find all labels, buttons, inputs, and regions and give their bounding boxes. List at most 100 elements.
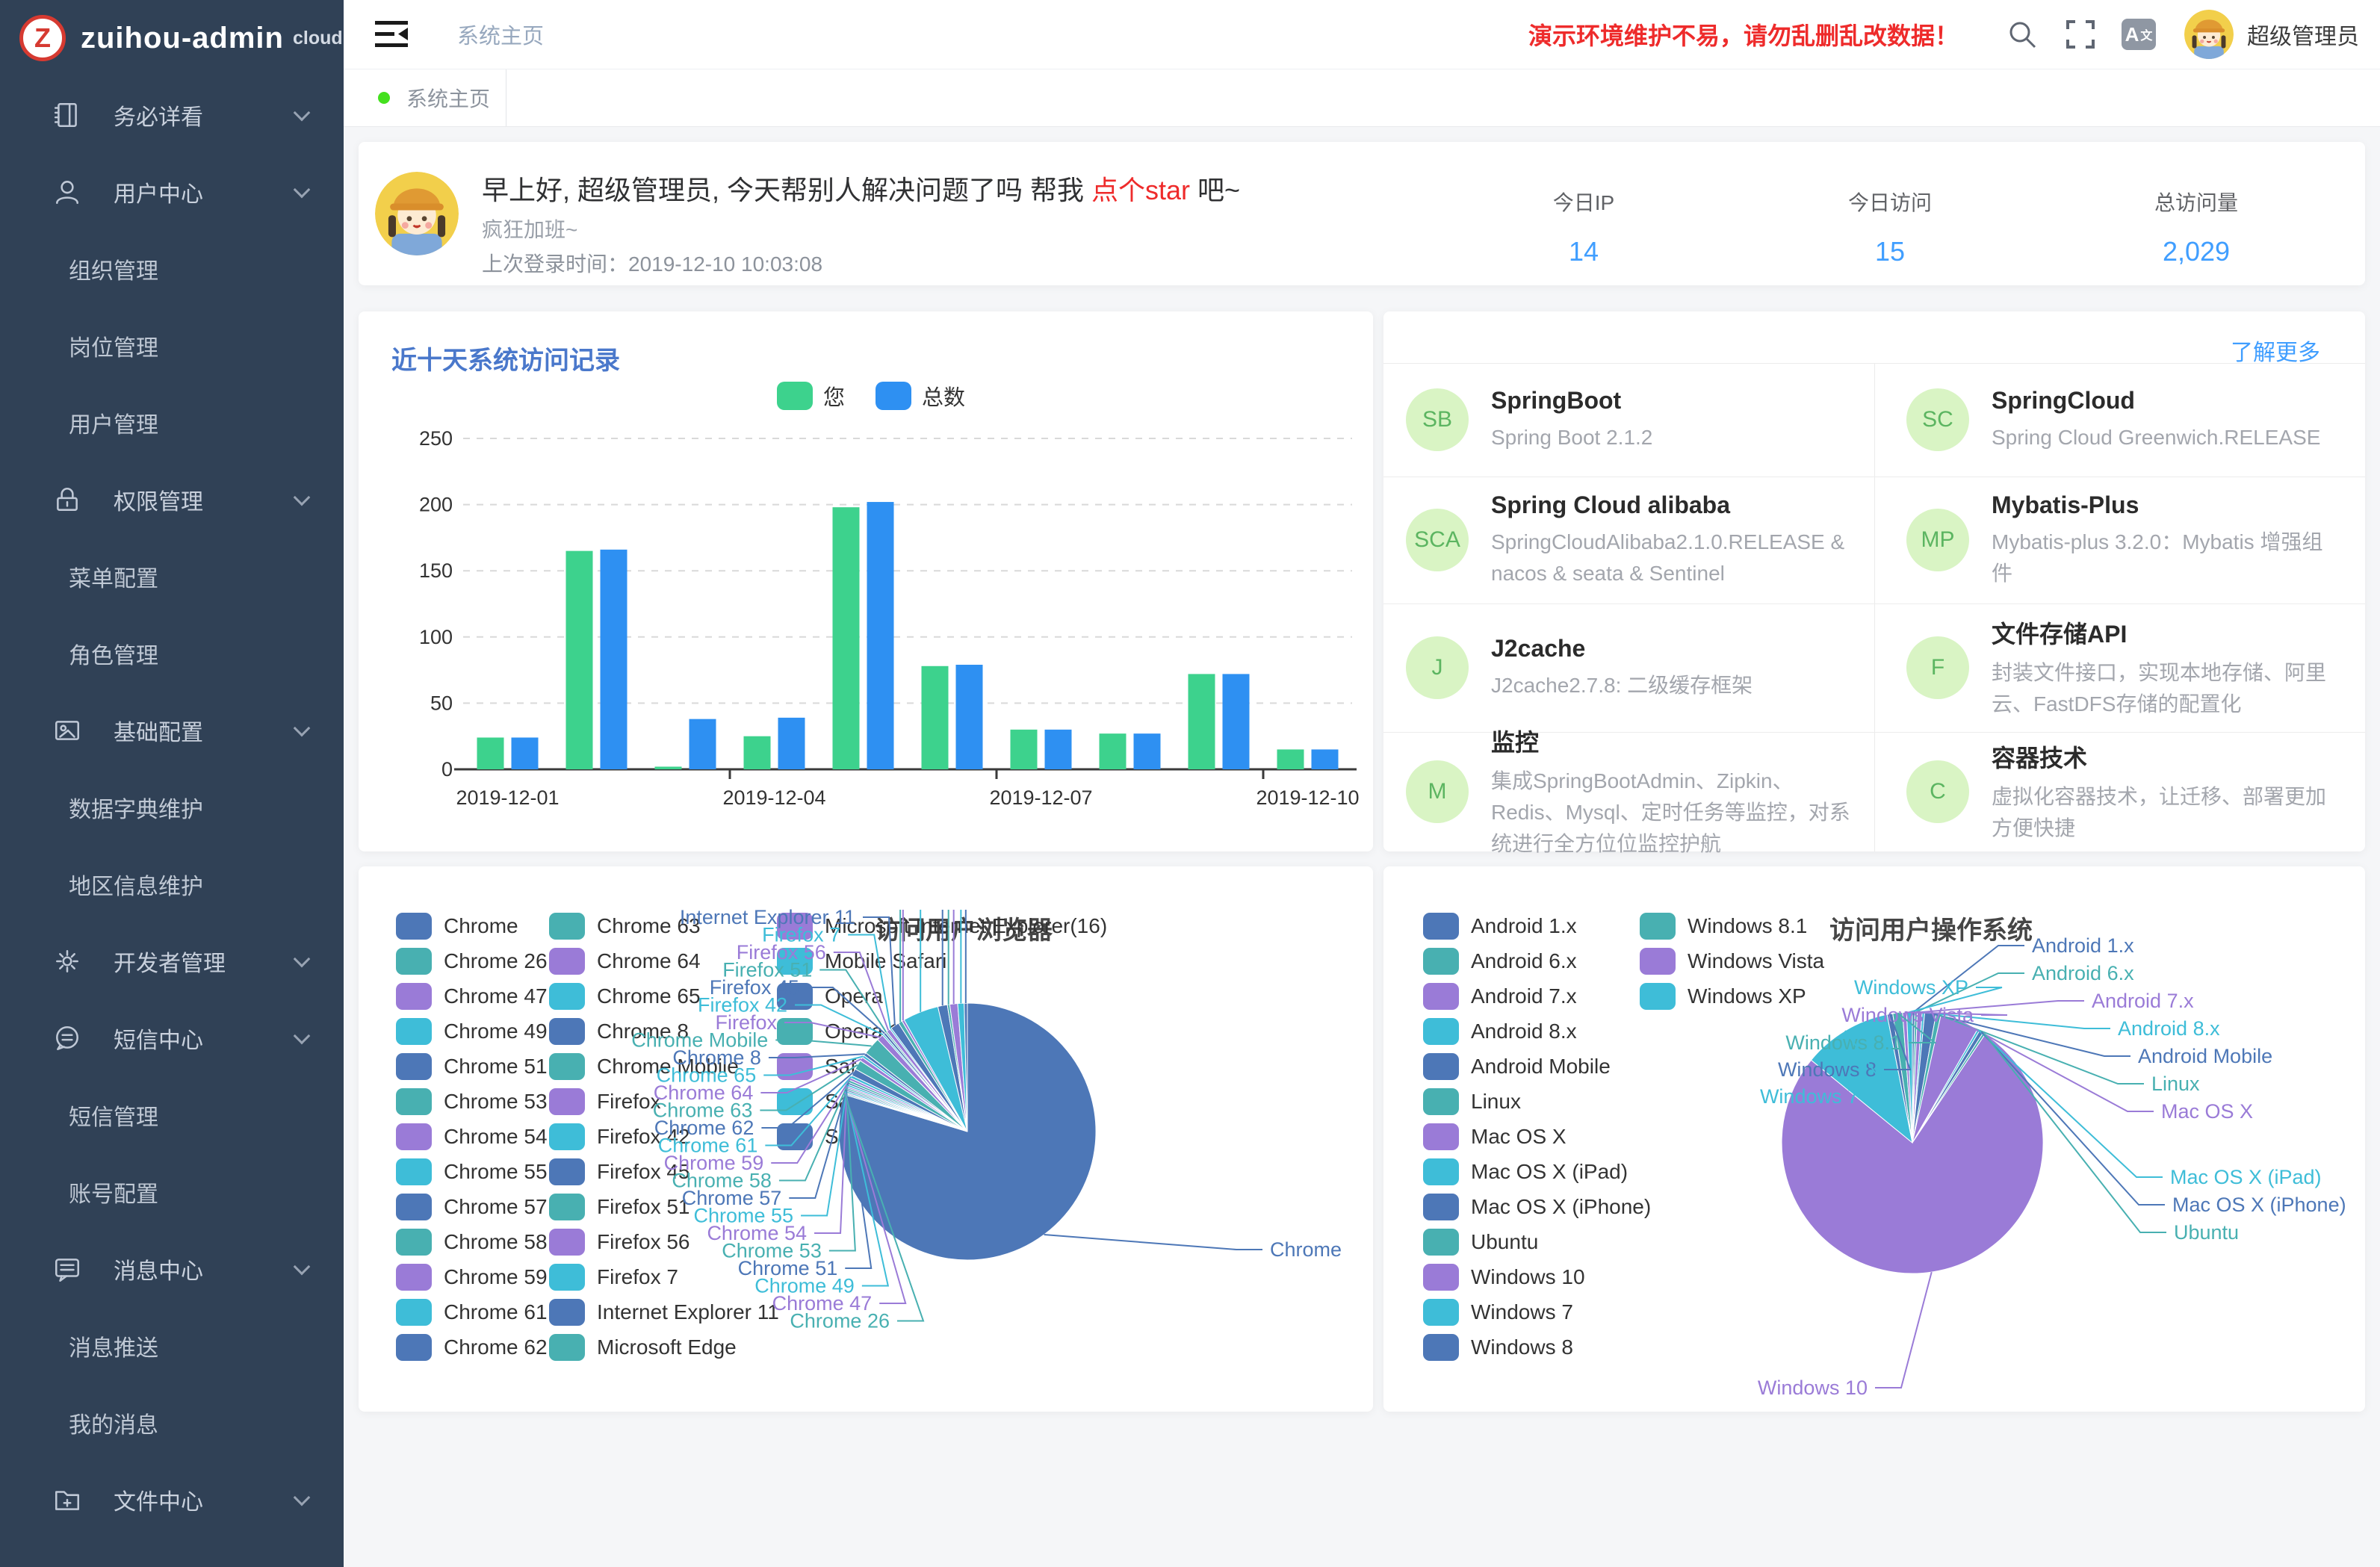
- legend-item-Firefox 45[interactable]: Firefox 45: [549, 1158, 690, 1185]
- legend-item-Chrome 65[interactable]: Chrome 65: [549, 983, 701, 1010]
- legend-item-Chrome 8[interactable]: Chrome 8: [549, 1018, 689, 1045]
- legend-item-Firefox 56[interactable]: Firefox 56: [549, 1229, 690, 1256]
- legend-item-Chrome 26[interactable]: Chrome 26: [396, 948, 548, 975]
- tech-text: SpringCloudSpring Cloud Greenwich.RELEAS…: [1992, 387, 2320, 453]
- sidebar-item-8[interactable]: 基础配置: [0, 692, 344, 769]
- legend-label: Microsoft Edge: [597, 1335, 737, 1359]
- sidebar-item-11[interactable]: 开发者管理: [0, 922, 344, 999]
- legend-item-Chrome 59[interactable]: Chrome 59: [396, 1264, 548, 1291]
- sidebar-item-9[interactable]: 数据字典维护: [0, 769, 344, 845]
- sidebar-item-label: 数据字典维护: [69, 791, 203, 824]
- legend-swatch: [1423, 1194, 1459, 1220]
- legend-item-Firefox 51[interactable]: Firefox 51: [549, 1194, 690, 1220]
- legend-item-Windows 8.1[interactable]: Windows 8.1: [1640, 913, 1807, 940]
- greeting-title: 早上好, 超级管理员, 今天帮别人解决问题了吗 帮我 点个star 吧~: [482, 169, 1240, 208]
- legend-item-Chrome 64[interactable]: Chrome 64: [549, 948, 701, 975]
- sidebar-item-10[interactable]: 地区信息维护: [0, 845, 344, 922]
- sidebar-item-6[interactable]: 菜单配置: [0, 538, 344, 615]
- legend-item-Mobile Safari[interactable]: Mobile Safari: [777, 948, 946, 975]
- current-user-name[interactable]: 超级管理员: [2247, 18, 2359, 51]
- legend-item-Chrome 57[interactable]: Chrome 57: [396, 1194, 548, 1220]
- sidebar-item-15[interactable]: 消息中心: [0, 1230, 344, 1307]
- legend-item-Windows Vista[interactable]: Windows Vista: [1640, 948, 1824, 975]
- sidebar-item-13[interactable]: 短信管理: [0, 1076, 344, 1153]
- legend-item-Chrome[interactable]: Chrome: [396, 913, 518, 940]
- legend-item-Opera 12[interactable]: Opera 12: [777, 1018, 912, 1045]
- legend-item-Chrome 62[interactable]: Chrome 62: [396, 1334, 548, 1361]
- legend-label: Safari 9: [825, 1125, 897, 1149]
- legend-item-Android 6.x[interactable]: Android 6.x: [1423, 948, 1577, 975]
- star-link[interactable]: 点个star: [1091, 175, 1190, 205]
- legend-item-Android Mobile[interactable]: Android Mobile: [1423, 1053, 1611, 1080]
- legend-label: Chrome 54: [444, 1125, 548, 1149]
- legend-item-Safari 11[interactable]: Safari 11: [777, 1088, 907, 1115]
- legend-item-Firefox 7[interactable]: Firefox 7: [549, 1264, 678, 1291]
- tech-text: J2cacheJ2cache2.7.8: 二级缓存框架: [1491, 635, 1753, 701]
- sidebar-item-2[interactable]: 组织管理: [0, 230, 344, 307]
- avatar[interactable]: [2184, 10, 2234, 59]
- sidebar-item-7[interactable]: 角色管理: [0, 615, 344, 692]
- sidebar-item-17[interactable]: 我的消息: [0, 1384, 344, 1461]
- sidebar-item-14[interactable]: 账号配置: [0, 1153, 344, 1230]
- learn-more-link[interactable]: 了解更多: [2231, 334, 2320, 367]
- legend-item-Internet Explorer 11[interactable]: Internet Explorer 11: [549, 1299, 779, 1326]
- legend-item-Windows 8[interactable]: Windows 8: [1423, 1334, 1573, 1361]
- legend-item-Safari 9[interactable]: Safari 9: [777, 1123, 897, 1150]
- legend-item-Chrome 63[interactable]: Chrome 63: [549, 913, 701, 940]
- logo[interactable]: Z zuihou-admin cloud: [0, 0, 344, 76]
- legend-item-Chrome 49[interactable]: Chrome 49: [396, 1018, 548, 1045]
- search-icon[interactable]: [2005, 17, 2039, 52]
- sidebar-item-12[interactable]: 短信中心: [0, 999, 344, 1076]
- sidebar-item-label: 消息中心: [114, 1253, 203, 1285]
- notebook-icon: [52, 100, 82, 130]
- legend-label: Chrome 64: [597, 949, 701, 973]
- legend-item-Mac OS X[interactable]: Mac OS X: [1423, 1123, 1566, 1150]
- legend-item-Windows XP[interactable]: Windows XP: [1640, 983, 1806, 1010]
- legend-item-Chrome 53[interactable]: Chrome 53: [396, 1088, 548, 1115]
- legend-item-Ubuntu[interactable]: Ubuntu: [1423, 1229, 1538, 1256]
- legend-item-Chrome 61[interactable]: Chrome 61: [396, 1299, 548, 1326]
- legend-item-Windows 10[interactable]: Windows 10: [1423, 1264, 1585, 1291]
- legend-label: Firefox 7: [597, 1265, 678, 1289]
- sidebar-item-4[interactable]: 用户管理: [0, 384, 344, 461]
- sidebar-item-18[interactable]: 文件中心: [0, 1461, 344, 1538]
- legend-item-Chrome 58[interactable]: Chrome 58: [396, 1229, 548, 1256]
- legend-item-Chrome 55[interactable]: Chrome 55: [396, 1158, 548, 1185]
- bar-total-2019-12-03: [689, 719, 716, 769]
- legend-item-Opera[interactable]: Opera: [777, 983, 883, 1010]
- legend-item-Mac OS X (iPhone)[interactable]: Mac OS X (iPhone): [1423, 1194, 1651, 1220]
- language-switch-icon[interactable]: A文: [2122, 19, 2156, 50]
- legend-item-Chrome 54[interactable]: Chrome 54: [396, 1123, 548, 1150]
- tech-abbr-badge: SB: [1406, 388, 1469, 451]
- sidebar-item-5[interactable]: 权限管理: [0, 461, 344, 538]
- legend-item-Android 7.x[interactable]: Android 7.x: [1423, 983, 1577, 1010]
- tech-desc: 集成SpringBootAdmin、Zipkin、Redis、Mysql、定时任…: [1491, 766, 1854, 860]
- legend-label: Android 6.x: [1471, 949, 1577, 973]
- legend-item-Microsoft Edge[interactable]: Microsoft Edge: [549, 1334, 737, 1361]
- legend-item-Chrome 51[interactable]: Chrome 51: [396, 1053, 548, 1080]
- legend-label: Windows XP: [1688, 984, 1806, 1008]
- sidebar-item-1[interactable]: 用户中心: [0, 153, 344, 230]
- bar-you-2019-12-09: [1189, 674, 1215, 769]
- sidebar-item-0[interactable]: 务必详看: [0, 76, 344, 153]
- bar-you-2019-12-10: [1277, 749, 1304, 769]
- tab-system-home[interactable]: 系统主页: [344, 69, 506, 126]
- fullscreen-icon[interactable]: [2063, 17, 2098, 52]
- collapse-sidebar-icon[interactable]: [374, 18, 412, 51]
- legend-label: Mac OS X (iPad): [1471, 1160, 1628, 1184]
- sidebar-item-3[interactable]: 岗位管理: [0, 307, 344, 384]
- legend-item-Mac OS X (iPad)[interactable]: Mac OS X (iPad): [1423, 1158, 1628, 1185]
- legend-item-Firefox[interactable]: Firefox: [549, 1088, 661, 1115]
- tech-title: 文件存储API: [1992, 615, 2340, 650]
- legend-item-Chrome Mobile[interactable]: Chrome Mobile: [549, 1053, 739, 1080]
- legend-item-Linux[interactable]: Linux: [1423, 1088, 1521, 1115]
- legend-item-Safari[interactable]: Safari: [777, 1053, 879, 1080]
- legend-item-Chrome 47[interactable]: Chrome 47: [396, 983, 548, 1010]
- legend-item-Firefox 42[interactable]: Firefox 42: [549, 1123, 690, 1150]
- sidebar-item-16[interactable]: 消息推送: [0, 1307, 344, 1384]
- legend-item-Microsoft Internet Explorer(16)[interactable]: Microsoft Internet Explorer(16): [777, 913, 1107, 940]
- legend-item-Windows 7[interactable]: Windows 7: [1423, 1299, 1573, 1326]
- legend-swatch: [396, 1334, 432, 1361]
- legend-item-Android 1.x[interactable]: Android 1.x: [1423, 913, 1577, 940]
- legend-item-Android 8.x[interactable]: Android 8.x: [1423, 1018, 1577, 1045]
